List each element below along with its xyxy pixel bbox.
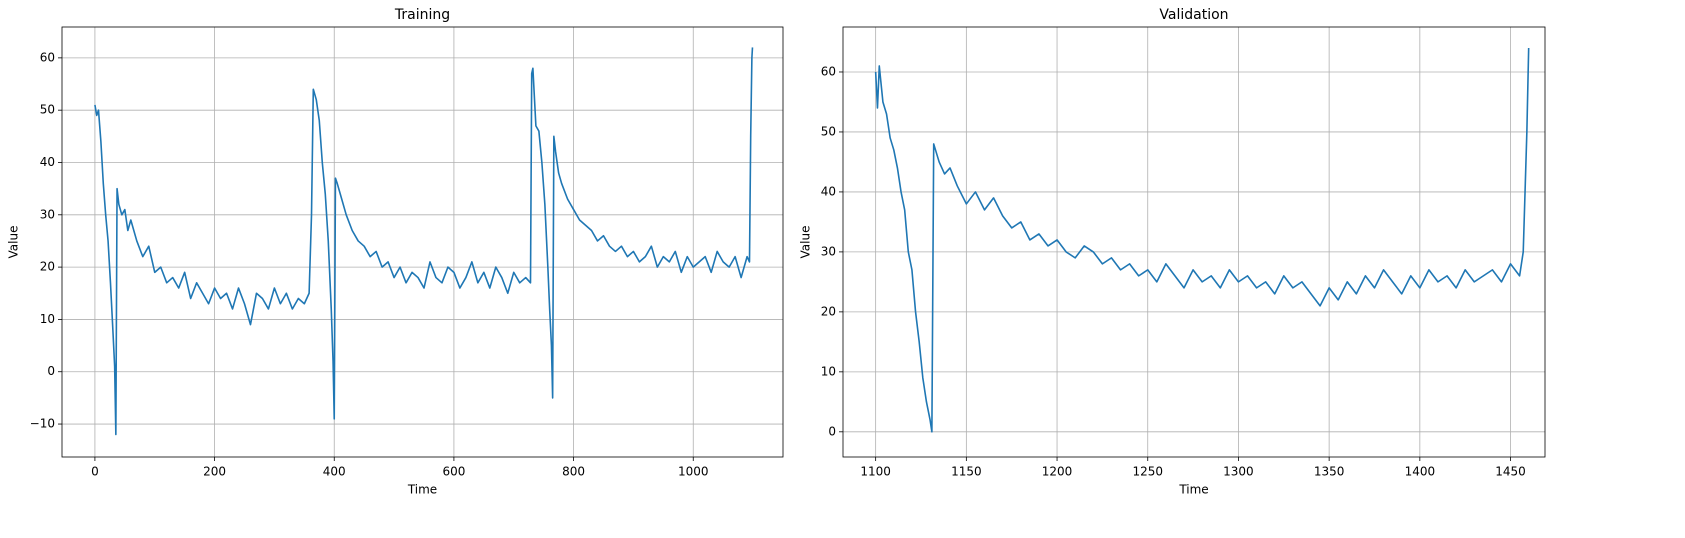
y-tick-label: 40	[40, 155, 55, 169]
y-tick-label: 60	[40, 50, 55, 64]
y-tick-label: 20	[821, 304, 836, 318]
x-tick-label: 0	[91, 465, 99, 479]
x-tick-label: 1350	[1314, 465, 1345, 479]
y-tick-label: 50	[40, 103, 55, 117]
y-tick-label: 0	[828, 424, 836, 438]
y-tick-label: 30	[40, 207, 55, 221]
line	[94, 47, 754, 436]
x-tick-label: 200	[203, 465, 226, 479]
y-tick-label: 0	[47, 364, 55, 378]
x-tick-label: 800	[562, 465, 585, 479]
plot-frame	[61, 26, 784, 458]
x-tick-label: 1000	[678, 465, 709, 479]
y-tick-label: 20	[40, 260, 55, 274]
plot-frame	[842, 26, 1546, 458]
chart-title: Validation	[1159, 7, 1228, 23]
x-axis-label: Time	[1178, 483, 1208, 497]
x-tick-label: 1150	[951, 465, 982, 479]
axes: Validation 1100 1150 1200 1250 1300 1350 1400 14…	[799, 7, 1546, 497]
y-tick-label: −10	[30, 417, 55, 431]
x-tick-label: 600	[442, 465, 465, 479]
x-tick-label: 1450	[1495, 465, 1526, 479]
x-tick-label: 1400	[1405, 465, 1436, 479]
y-axis-label: Value	[7, 226, 21, 259]
y-tick-label: 60	[821, 64, 836, 78]
x-tick-label: 1100	[860, 465, 891, 479]
x-tick-label: 1200	[1042, 465, 1073, 479]
x-axis-label: Time	[407, 483, 437, 497]
y-tick-label: 40	[821, 184, 836, 198]
y-tick-label: 10	[821, 364, 836, 378]
y-axis-label: Value	[799, 226, 813, 259]
x-tick-label: 400	[323, 465, 346, 479]
y-tick-label: 30	[821, 244, 836, 258]
chart-title: Training	[394, 7, 450, 23]
line	[874, 47, 1530, 433]
x-tick-label: 1300	[1223, 465, 1254, 479]
y-tick-label: 10	[40, 312, 55, 326]
x-tick-label: 1250	[1132, 465, 1163, 479]
axes: Training 0 200 400 600 800 1000 −10 0 10 20 30 40 50 6…	[7, 7, 784, 497]
y-tick-label: 50	[821, 124, 836, 138]
